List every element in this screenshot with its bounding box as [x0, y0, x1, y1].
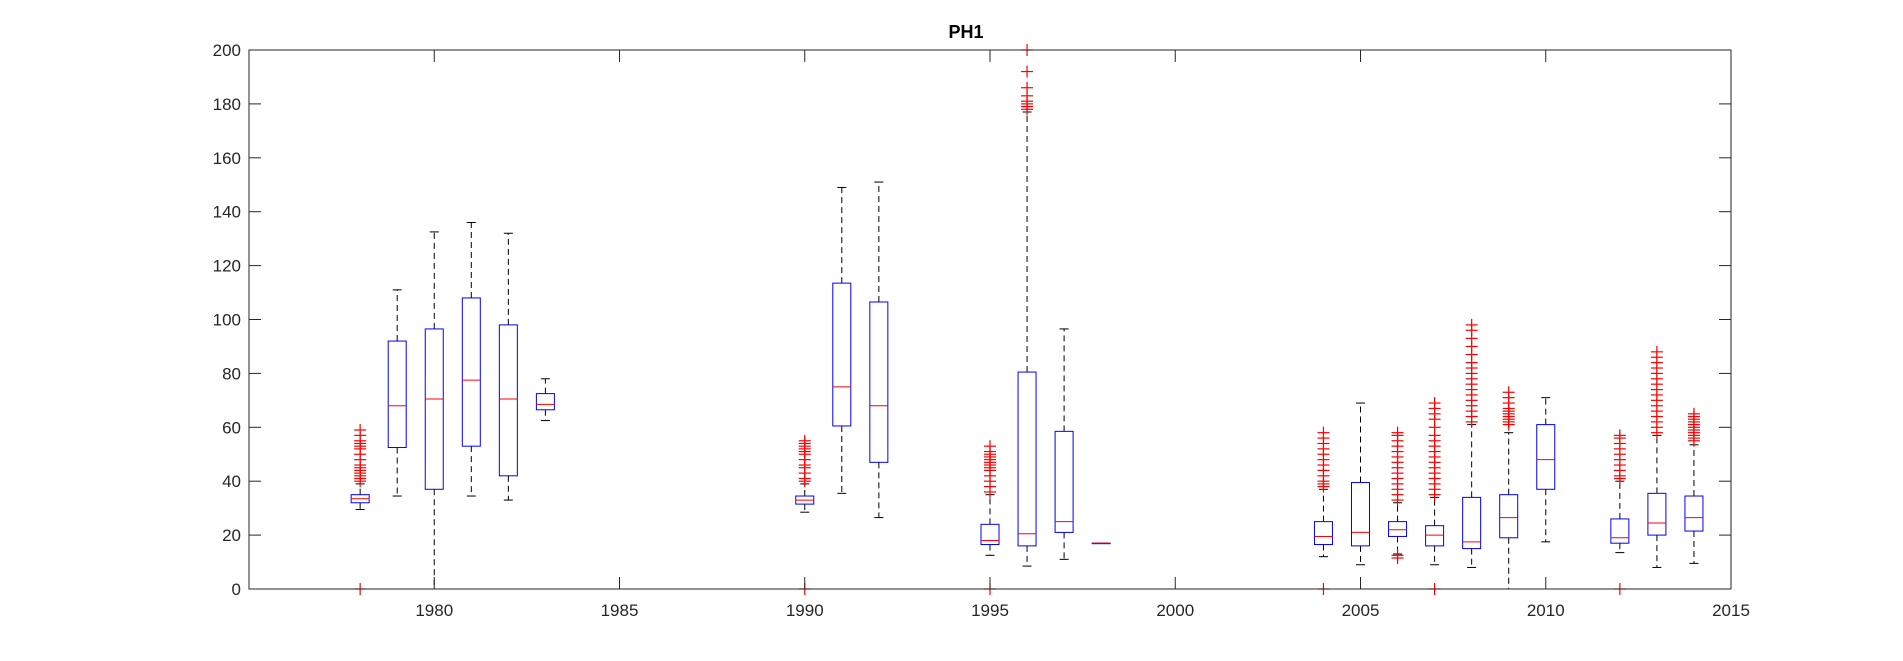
iqr-box: [535, 393, 555, 411]
y-tick-label: 100: [213, 311, 241, 330]
x-tick-label: 1985: [601, 601, 639, 620]
iqr-box: [1647, 492, 1667, 536]
y-tick-label: 200: [213, 41, 241, 60]
iqr-box: [424, 328, 444, 490]
iqr-box: [1536, 424, 1556, 490]
box-1997: [1054, 328, 1074, 560]
outlier-point: [1613, 429, 1626, 442]
iqr-box: [1054, 430, 1074, 533]
iqr-box: [1610, 518, 1630, 544]
y-tick-label: 20: [222, 526, 241, 545]
iqr-box: [1425, 525, 1445, 547]
outlier-point: [1650, 345, 1663, 358]
axes-box: [248, 49, 1732, 590]
box-2010: [1536, 397, 1556, 543]
plot-area: [350, 44, 1704, 595]
x-tick-label: 1995: [971, 601, 1009, 620]
x-tick-label: 2000: [1156, 601, 1194, 620]
x-tick-label: 1990: [786, 601, 824, 620]
iqr-box: [980, 523, 1000, 546]
iqr-box: [498, 324, 518, 477]
box-1991: [832, 186, 852, 494]
outlier-point: [1391, 426, 1404, 439]
box-2008: [1462, 318, 1482, 568]
iqr-box: [1017, 371, 1037, 547]
box-2014: [1684, 407, 1704, 564]
x-tick-label: 2015: [1712, 601, 1750, 620]
box-1995: [980, 440, 1000, 595]
box-1983: [535, 378, 555, 422]
x-tick-label: 1980: [415, 601, 453, 620]
y-tick-label: 120: [213, 257, 241, 276]
iqr-box: [1388, 521, 1408, 537]
iqr-box: [1462, 496, 1482, 550]
outlier-point: [1317, 426, 1330, 439]
chart-title: PH1: [948, 22, 983, 42]
outlier-point: [1021, 81, 1034, 94]
outlier-point: [1465, 318, 1478, 331]
box-2006: [1388, 426, 1408, 565]
x-tick-label: 2005: [1342, 601, 1380, 620]
y-tick-label: 140: [213, 203, 241, 222]
outlier-point: [984, 440, 996, 453]
y-tick-label: 40: [222, 472, 241, 491]
iqr-box: [869, 301, 889, 463]
box-1980: [424, 231, 444, 590]
outlier-point: [1391, 549, 1404, 562]
y-tick-label: 160: [213, 149, 241, 168]
iqr-box: [1313, 521, 1333, 546]
outlier-point: [354, 423, 367, 436]
box-2007: [1425, 397, 1445, 595]
outlier-point: [798, 434, 811, 447]
axis-ticks: 0 20 40 60 80 100 120 140 160 180 200 1980 1985 1990 1…: [213, 41, 1750, 620]
iqr-box: [387, 340, 407, 449]
box-1981: [461, 221, 481, 497]
y-tick-label: 180: [213, 95, 241, 114]
iqr-box: [1684, 495, 1704, 532]
y-tick-label: 80: [222, 364, 241, 383]
iqr-box: [832, 282, 852, 427]
x-tick-label: 2010: [1527, 601, 1565, 620]
box-1978: [350, 423, 370, 595]
box-2012: [1610, 429, 1630, 595]
box-2009: [1499, 386, 1519, 590]
box-1998: [1091, 542, 1111, 545]
outlier-point: [1021, 65, 1034, 78]
box-1992: [869, 181, 889, 519]
outlier-point: [1428, 397, 1441, 410]
box-2005: [1351, 402, 1370, 566]
y-tick-label: 0: [232, 580, 241, 599]
box-1990: [795, 434, 815, 595]
box-2004: [1313, 426, 1333, 595]
outlier-point: [1502, 386, 1515, 399]
box-1996: [1017, 44, 1037, 567]
iqr-box: [1499, 494, 1519, 539]
box-1979: [387, 289, 407, 497]
iqr-box: [461, 297, 481, 447]
y-tick-label: 60: [222, 418, 241, 437]
iqr-box: [1351, 482, 1370, 547]
box-2013: [1647, 345, 1667, 568]
box-1982: [498, 232, 518, 501]
outlier-point: [1687, 407, 1700, 420]
